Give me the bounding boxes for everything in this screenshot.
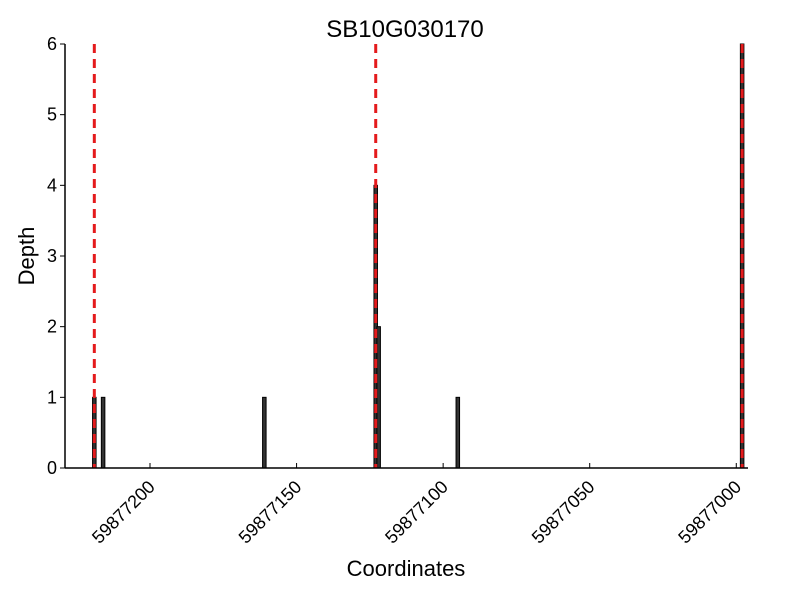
y-tick-label: 4: [47, 175, 57, 195]
y-tick-label: 0: [47, 458, 57, 478]
depth-bar: [100, 396, 106, 469]
depth-bar: [262, 396, 267, 469]
x-tick-label: 59877200: [88, 477, 159, 548]
chart-title: SB10G030170: [326, 16, 483, 43]
x-axis-label: Coordinates: [347, 556, 466, 581]
x-tick-label: 59877050: [528, 477, 599, 548]
y-tick-label: 6: [47, 34, 57, 54]
depth-bar: [455, 396, 461, 469]
y-tick-label: 2: [47, 317, 57, 337]
x-tick-label: 59877000: [674, 477, 745, 548]
y-tick-label: 3: [47, 246, 57, 266]
y-tick-label: 1: [47, 387, 57, 407]
y-axis-label: Depth: [14, 227, 39, 286]
x-tick-label: 59877150: [235, 477, 306, 548]
x-tick-label: 59877100: [381, 477, 452, 548]
y-tick-label: 5: [47, 105, 57, 125]
depth-bar: [376, 326, 381, 469]
